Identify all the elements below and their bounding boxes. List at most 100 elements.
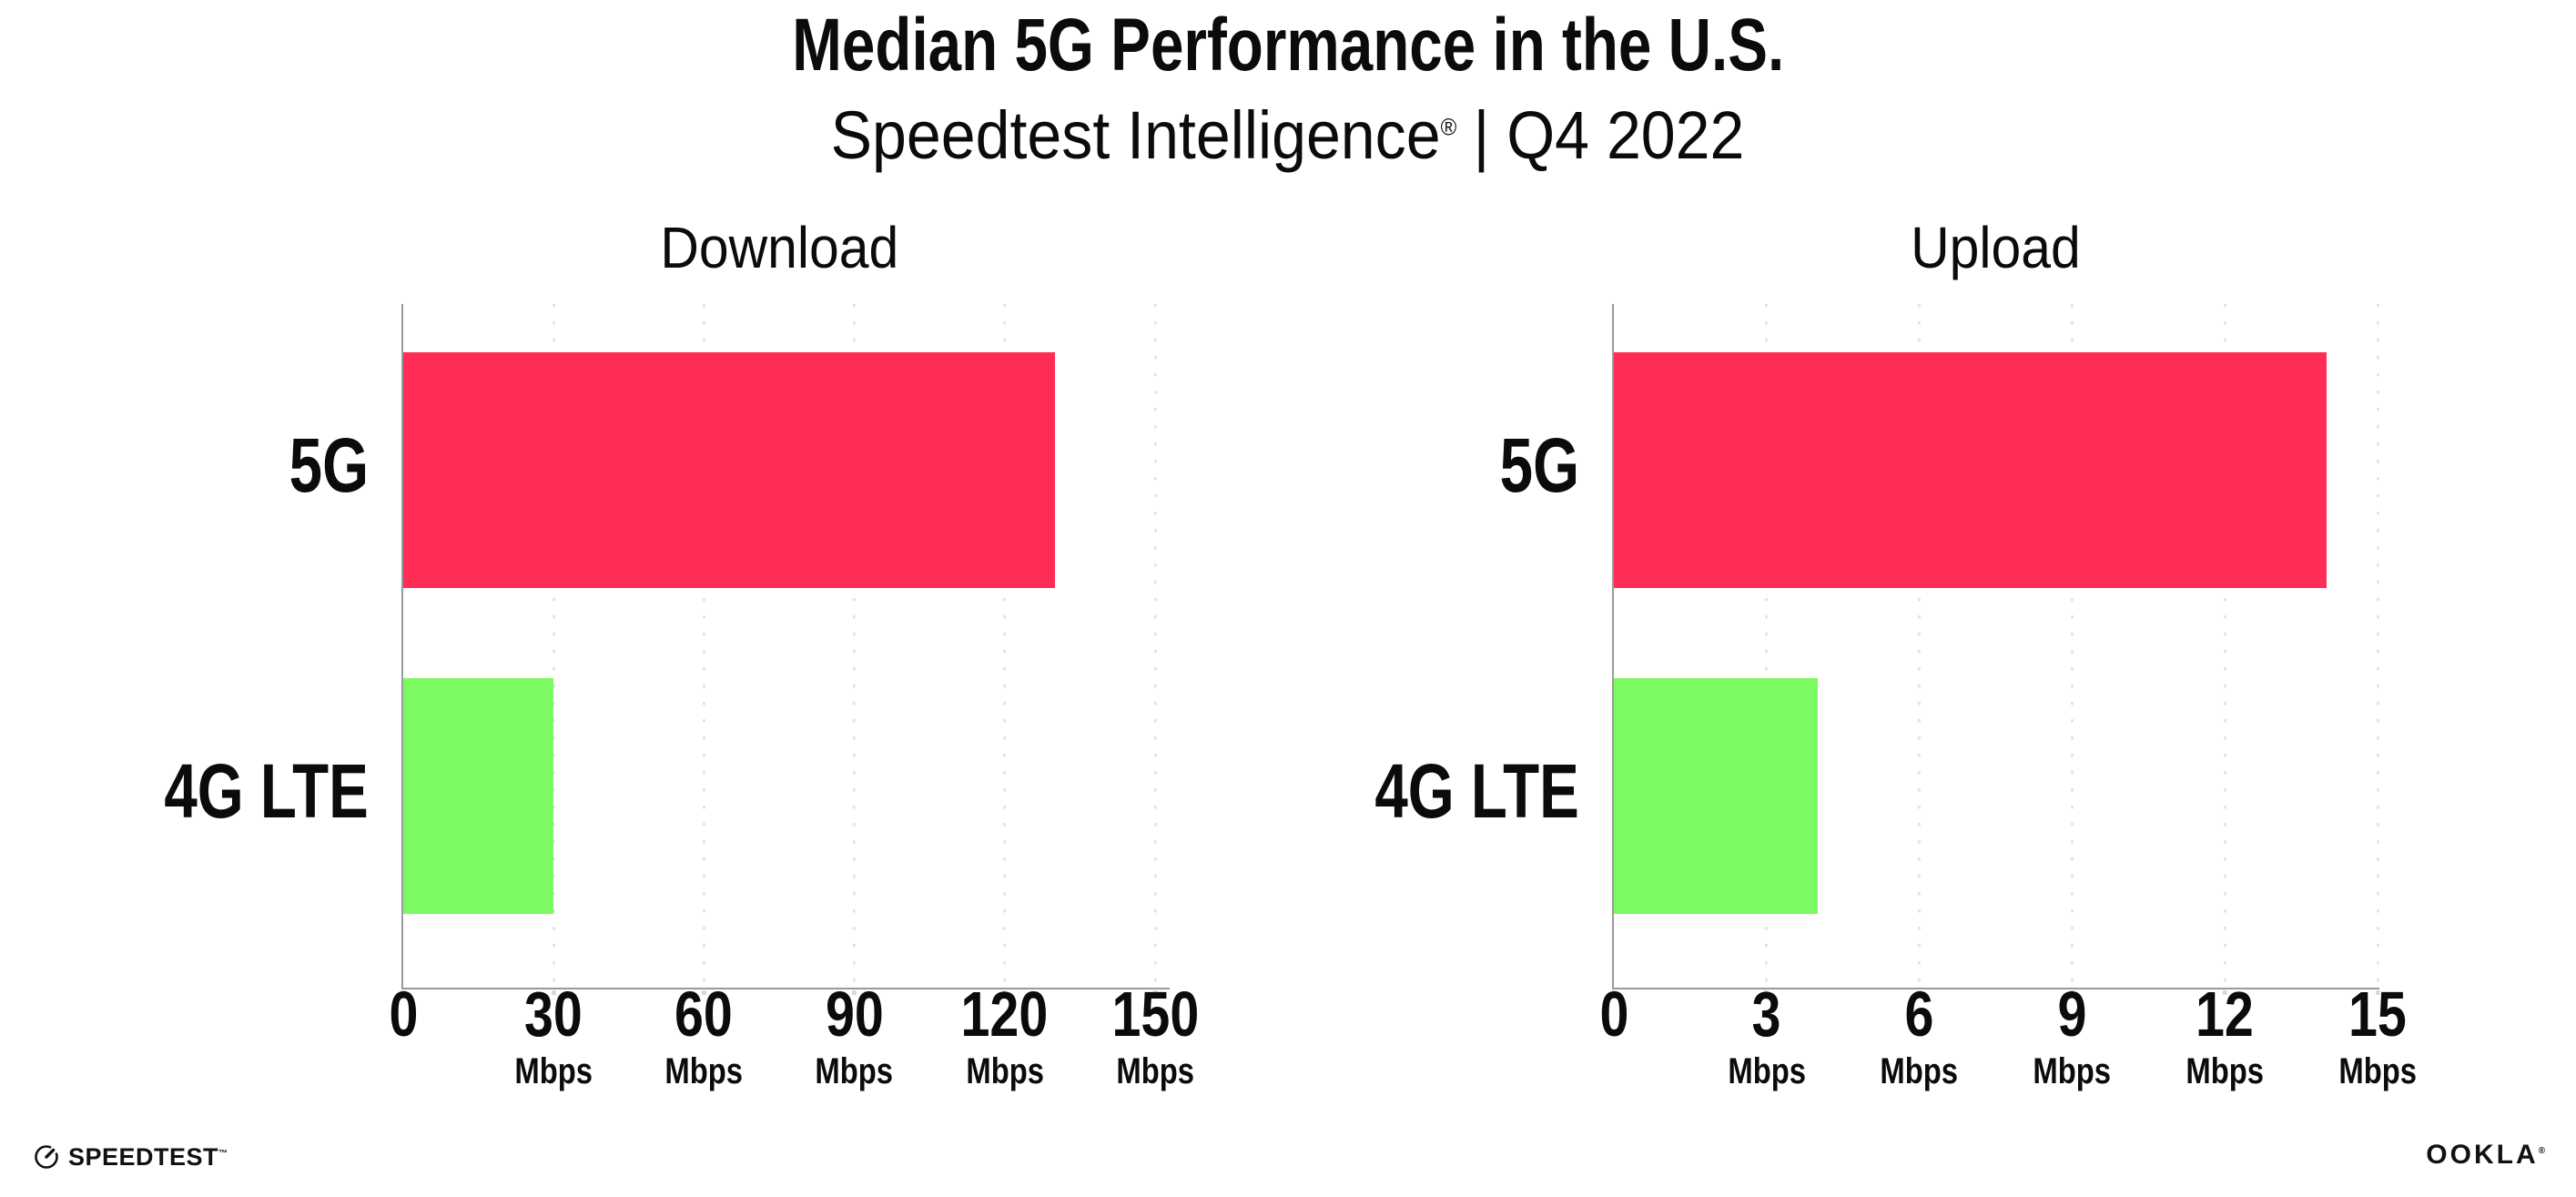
download-chart-title: Download	[403, 218, 1155, 277]
speedtest-logo: SPEEDTEST™	[33, 1143, 228, 1171]
x-tick-value-text: 60	[674, 979, 734, 1050]
x-tick-value-text: 0	[389, 979, 418, 1050]
gridline-15	[2376, 304, 2379, 988]
page-title: Median 5G Performance in the U.S.	[0, 8, 2576, 83]
registered-trademark-mark: ®	[1441, 113, 1457, 141]
x-tick-value: 15	[2287, 982, 2469, 1046]
download-y-axis-line	[401, 304, 403, 988]
x-tick-value-text: 15	[2348, 979, 2407, 1050]
gridline-30	[552, 304, 555, 988]
x-tick-30: 30 Mbps	[462, 982, 644, 1090]
page-subtitle: Speedtest Intelligence® | Q4 2022	[0, 102, 2576, 169]
x-tick-6: 6 Mbps	[1829, 982, 2011, 1090]
x-tick-value: 90	[764, 982, 946, 1046]
4g-lte-bar	[1614, 678, 1818, 914]
x-tick-unit-text: Mbps	[514, 1051, 593, 1091]
x-tick-value-text: 30	[524, 979, 583, 1050]
x-tick-value: 0	[312, 982, 494, 1046]
x-tick-150: 150 Mbps	[1064, 982, 1246, 1090]
x-tick-value-text: 120	[960, 979, 1049, 1050]
x-tick-value: 60	[613, 982, 795, 1046]
subtitle-brand: Speedtest Intelligence	[831, 97, 1442, 173]
x-tick-unit: Mbps	[1064, 1053, 1246, 1090]
speedtest-wordmark: SPEEDTEST™	[68, 1143, 228, 1171]
x-tick-15: 15 Mbps	[2287, 982, 2469, 1090]
4g-lte-bar	[403, 678, 554, 914]
5g-bar	[403, 352, 1055, 588]
download-chart-title-text: Download	[660, 215, 898, 280]
4g-lte-label-text: 4G LTE	[164, 748, 369, 834]
x-tick-unit: Mbps	[2134, 1053, 2316, 1090]
axis-tick-dot-12	[2222, 990, 2227, 995]
x-tick-value: 30	[462, 982, 644, 1046]
x-tick-unit: Mbps	[1981, 1053, 2163, 1090]
axis-tick-dot-0	[1611, 990, 1617, 995]
x-tick-unit-text: Mbps	[1727, 1051, 1806, 1091]
axis-tick-dot-90	[852, 990, 857, 995]
5g-bar	[1614, 352, 2328, 588]
x-tick-value-text: 3	[1751, 979, 1781, 1050]
x-tick-unit-text: Mbps	[664, 1051, 744, 1091]
x-tick-unit: Mbps	[2287, 1053, 2469, 1090]
page-title-text: Median 5G Performance in the U.S.	[792, 4, 1784, 86]
x-tick-120: 120 Mbps	[914, 982, 1096, 1090]
download-x-axis-ticks: 0 30 Mbps 60 Mbps 90 Mbps 120 Mbps 150 Mbps	[389, 982, 1199, 1101]
x-tick-unit-text: Mbps	[1116, 1051, 1194, 1091]
gridline-120	[1003, 304, 1007, 988]
x-tick-value: 0	[1523, 982, 1705, 1046]
x-tick-value-text: 9	[2057, 979, 2087, 1050]
upload-chart-title-text: Upload	[1911, 215, 2081, 280]
5g-label-text: 5G	[1499, 422, 1579, 508]
x-tick-value: 3	[1676, 982, 1858, 1046]
speedtest-wordmark-text: SPEEDTEST	[68, 1143, 219, 1171]
gridline-6	[1918, 304, 1922, 988]
page-subtitle-text: Speedtest Intelligence® | Q4 2022	[831, 102, 1745, 169]
axis-tick-dot-150	[1152, 990, 1158, 995]
4g-lte-label-text: 4G LTE	[1374, 748, 1579, 834]
axis-tick-dot-0	[401, 990, 406, 995]
speedtest-gauge-icon	[35, 1145, 58, 1169]
upload-x-axis-line	[1612, 988, 2379, 989]
axis-tick-dot-3	[1764, 990, 1770, 995]
x-tick-unit: Mbps	[462, 1053, 644, 1090]
x-tick-value: 150	[1064, 982, 1246, 1046]
x-tick-unit: Mbps	[613, 1053, 795, 1090]
x-tick-0: 0	[1523, 982, 1705, 1090]
x-tick-unit-text: Mbps	[1880, 1051, 1959, 1091]
ookla-logo: OOKLA®	[2426, 1141, 2545, 1169]
x-tick-unit: Mbps	[1676, 1053, 1858, 1090]
axis-tick-dot-60	[701, 990, 706, 995]
gridline-9	[2070, 304, 2074, 988]
x-tick-unit-text: Mbps	[2033, 1051, 2112, 1091]
4g-lte-label: 4G LTE	[106, 753, 369, 829]
gridline-90	[853, 304, 857, 988]
gridline-150	[1153, 304, 1157, 988]
x-tick-value-text: 12	[2196, 979, 2255, 1050]
ookla-wordmark-text: OOKLA	[2426, 1140, 2539, 1170]
ookla-registered-mark: ®	[2538, 1146, 2545, 1156]
5g-label: 5G	[267, 427, 369, 503]
axis-tick-dot-15	[2375, 990, 2380, 995]
download-x-axis-line	[401, 988, 1170, 989]
x-tick-value: 12	[2134, 982, 2316, 1046]
gridline-3	[1765, 304, 1769, 988]
x-tick-value: 120	[914, 982, 1096, 1046]
download-plot-area	[401, 304, 1170, 995]
x-tick-value-text: 90	[825, 979, 884, 1050]
upload-x-axis-ticks: 0 3 Mbps 6 Mbps 9 Mbps 12 Mbps 15 Mbps	[1599, 982, 2417, 1101]
x-tick-90: 90 Mbps	[764, 982, 946, 1090]
x-tick-value-text: 150	[1111, 979, 1199, 1050]
x-tick-unit	[1523, 1053, 1705, 1090]
x-tick-9: 9 Mbps	[1981, 982, 2163, 1090]
x-tick-0: 0	[312, 982, 494, 1090]
5g-label-text: 5G	[289, 422, 369, 508]
x-tick-unit-text: Mbps	[2186, 1051, 2265, 1091]
upload-chart-title: Upload	[1614, 218, 2378, 277]
x-tick-60: 60 Mbps	[613, 982, 795, 1090]
axis-tick-dot-30	[551, 990, 556, 995]
x-tick-value-text: 0	[1599, 979, 1628, 1050]
x-tick-unit: Mbps	[764, 1053, 946, 1090]
